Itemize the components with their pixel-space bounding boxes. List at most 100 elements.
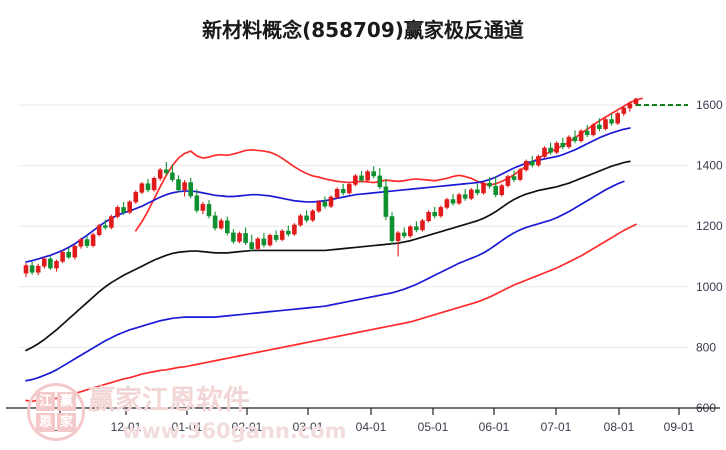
candlestick (456, 192, 462, 205)
candlestick (157, 168, 163, 181)
candlestick (438, 205, 444, 218)
candlestick (41, 257, 47, 269)
candlestick (475, 183, 480, 196)
candlestick (243, 227, 248, 245)
candlestick (450, 194, 456, 206)
candlestick (96, 223, 102, 237)
y-axis-tick-label: 1200 (696, 219, 723, 233)
x-axis-tick-label: 05-01 (418, 420, 449, 434)
candlestick (444, 197, 450, 210)
candlestick (414, 221, 419, 233)
candlestick (536, 154, 541, 167)
candlestick (468, 188, 474, 201)
candlestick (603, 117, 608, 131)
candlestick (273, 230, 279, 242)
candlestick (231, 229, 236, 244)
candlestick (194, 189, 200, 213)
candlestick (481, 181, 486, 195)
candlestick (72, 244, 78, 260)
candlestick (66, 248, 71, 259)
candlestick (322, 196, 328, 209)
candlestick (298, 214, 303, 227)
candlestick (29, 261, 35, 275)
candlestick (359, 171, 364, 183)
candlestick (554, 141, 560, 155)
candlestick (48, 256, 53, 270)
candlestick (151, 176, 157, 192)
candlestick (511, 170, 517, 182)
candlestick (121, 201, 126, 215)
candlestick (572, 130, 578, 144)
candlestick (584, 124, 590, 138)
candlestick (328, 195, 334, 209)
candlestick (90, 232, 96, 248)
candlestick (499, 183, 505, 197)
y-axis-tick-label: 1000 (696, 280, 723, 294)
candlestick (261, 232, 267, 248)
candlestick (395, 231, 401, 257)
candlestick (133, 190, 139, 204)
candlestick (170, 164, 175, 182)
y-axis-tick-label: 1400 (696, 159, 723, 173)
candlestick (267, 233, 273, 247)
candlestick (340, 183, 346, 196)
x-axis-tick-label: 09-01 (664, 420, 695, 434)
candlestick (188, 177, 193, 199)
candlestick (621, 106, 627, 116)
candlestick (206, 200, 212, 219)
y-axis-tick-label: 1600 (696, 98, 723, 112)
candlestick (54, 259, 59, 272)
candlestick (109, 214, 114, 230)
candlestick (560, 137, 566, 150)
candlestick (566, 135, 572, 149)
x-axis-tick-label: 01-01 (172, 420, 203, 434)
page-title: 新材料概念(858709)赢家极反通道 (202, 18, 524, 42)
candlestick (487, 177, 492, 189)
candlestick (389, 212, 395, 245)
candlestick (523, 159, 529, 172)
candlestick (218, 218, 224, 230)
candlestick (542, 146, 547, 159)
candlestick (627, 101, 633, 112)
candlestick (23, 263, 29, 278)
x-axis-tick-label: 08-01 (604, 420, 635, 434)
candlestick (334, 187, 340, 199)
candlestick (371, 166, 377, 179)
candlestick (505, 174, 511, 188)
band-line (25, 160, 631, 352)
candlestick (103, 219, 108, 230)
candlestick (182, 180, 187, 197)
candlestick (426, 210, 431, 223)
candlestick (115, 205, 120, 219)
x-axis-tick-label: 04-01 (356, 420, 387, 434)
candlestick (353, 174, 358, 187)
candlestick (517, 168, 523, 182)
candlestick (346, 182, 352, 195)
candlestick (285, 225, 291, 237)
x-axis-tick-label: 12-01 (111, 420, 142, 434)
candlestick (255, 237, 261, 251)
candlestick (377, 168, 383, 190)
candlestick (597, 118, 602, 132)
candlestick (139, 181, 145, 195)
x-axis-tick-label: 06-01 (479, 420, 510, 434)
candlestick (493, 175, 499, 198)
candlestick (462, 189, 468, 201)
candlestick (212, 211, 218, 231)
candlestick (407, 224, 413, 238)
y-axis-tick-label: 800 (696, 340, 716, 354)
candlestick (60, 250, 65, 264)
candlestick (310, 209, 316, 222)
candlestick (164, 161, 169, 176)
candlestick (176, 175, 181, 193)
band-line (25, 223, 637, 403)
candlestick (578, 129, 584, 143)
x-axis-tick-label: 11-01 (45, 420, 75, 434)
candlestick (548, 142, 553, 155)
candlestick (200, 201, 206, 215)
band-line (134, 97, 643, 232)
candlestick (225, 216, 230, 236)
candlestick (365, 169, 370, 182)
